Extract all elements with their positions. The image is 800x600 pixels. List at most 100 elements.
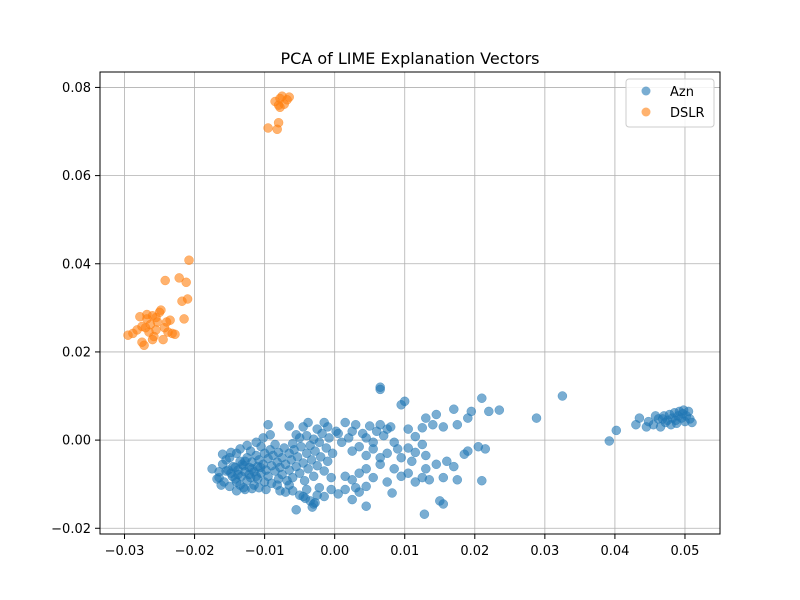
scatter-point-dslr [284, 92, 294, 102]
scatter-point-dslr [158, 334, 168, 345]
scatter-point-azn [438, 472, 449, 483]
scatter-point-azn [392, 444, 403, 454]
scatter-point-azn [261, 484, 271, 495]
scatter-point-azn [340, 471, 350, 482]
scatter-point-azn [382, 448, 392, 459]
scatter-point-azn [375, 382, 385, 392]
x-tick-label: 0.02 [460, 544, 489, 559]
y-tick-label: 0.08 [62, 81, 91, 96]
scatter-point-azn [368, 472, 378, 483]
scatter-point-dslr [147, 334, 158, 345]
scatter-point-azn [531, 413, 542, 423]
scatter-point-azn [291, 505, 301, 515]
scatter-point-azn [270, 439, 280, 450]
scatter-point-azn [484, 406, 494, 417]
scatter-point-azn [385, 422, 396, 432]
scatter-point-azn [410, 431, 421, 442]
scatter-point-azn [312, 460, 322, 471]
plot-frame [99, 71, 721, 535]
scatter-point-azn [466, 406, 477, 417]
scatter-point-azn [634, 413, 645, 423]
scatter-point-dslr [184, 255, 194, 265]
scatter-point-azn [308, 471, 319, 482]
x-tick-label: 0.04 [600, 544, 629, 559]
series-dslr [123, 91, 294, 351]
scatter-point-azn [340, 484, 350, 495]
scatter-point-azn [312, 424, 322, 434]
scatter-point-azn [389, 464, 399, 474]
scatter-point-dslr [165, 315, 175, 325]
scatter-point-dslr [137, 321, 147, 332]
scatter-point-azn [251, 471, 261, 482]
legend-label-dslr: DSLR [670, 106, 705, 121]
scatter-point-azn [419, 509, 430, 519]
scatter-point-azn [326, 472, 336, 483]
x-tick-label: 0.03 [530, 544, 559, 559]
scatter-point-azn [557, 391, 568, 401]
scatter-point-dslr [263, 123, 273, 133]
scatter-point-azn [438, 422, 449, 432]
scatter-point-azn [611, 425, 622, 436]
scatter-point-azn [321, 443, 332, 453]
scatter-point-azn [327, 448, 338, 459]
scatter-point-azn [263, 419, 273, 430]
data-points [123, 91, 697, 519]
scatter-point-azn [265, 430, 275, 440]
scatter-point-azn [275, 486, 285, 496]
scatter-point-azn [452, 475, 463, 485]
scatter-point-azn [303, 417, 313, 428]
scatter-point-azn [421, 413, 431, 423]
y-axis-ticks: −0.02 0.00 0.02 0.04 0.06 0.08 [51, 81, 100, 537]
scatter-point-azn [223, 465, 233, 475]
scatter-point-azn [291, 430, 301, 440]
scatter-point-azn [284, 421, 294, 431]
grid-lines [100, 72, 720, 534]
scatter-point-azn [340, 417, 350, 428]
y-tick-label: 0.00 [62, 434, 91, 449]
scatter-point-azn [375, 419, 385, 430]
scatter-point-azn [336, 437, 347, 448]
scatter-point-dslr [151, 325, 161, 335]
scatter-point-azn [403, 468, 413, 478]
scatter-point-azn [314, 437, 325, 448]
scatter-point-azn [382, 477, 392, 487]
x-tick-label: −0.02 [175, 544, 215, 559]
scatter-point-azn [431, 459, 442, 470]
scatter-point-azn [315, 452, 326, 462]
scatter-point-azn [294, 468, 305, 478]
scatter-point-azn [299, 475, 310, 486]
scatter-point-azn [452, 419, 463, 430]
x-tick-label: −0.01 [245, 544, 285, 559]
scatter-point-azn [477, 393, 487, 403]
scatter-point-azn [240, 456, 250, 467]
scatter-point-azn [326, 484, 336, 495]
x-tick-label: 0.00 [320, 544, 349, 559]
scatter-point-azn [671, 418, 682, 429]
scatter-point-azn [477, 475, 487, 486]
scatter-point-dslr [174, 273, 184, 283]
series-azn [207, 382, 697, 519]
scatter-point-azn [251, 437, 261, 448]
scatter-point-azn [449, 404, 459, 414]
y-tick-label: 0.06 [62, 169, 91, 184]
scatter-point-azn [424, 475, 435, 485]
x-tick-label: 0.01 [390, 544, 419, 559]
scatter-point-azn [303, 464, 313, 474]
scatter-point-azn [350, 419, 361, 430]
scatter-point-dslr [273, 117, 284, 128]
legend-label-azn: Azn [670, 85, 694, 100]
scatter-point-azn [350, 482, 361, 493]
scatter-point-azn [403, 424, 413, 434]
scatter-point-azn [421, 464, 431, 474]
scatter-point-azn [407, 456, 417, 467]
scatter-point-azn [300, 493, 311, 504]
scatter-point-azn [217, 449, 228, 459]
scatter-point-azn [226, 447, 236, 458]
scatter-point-azn [399, 396, 410, 407]
scatter-point-dslr [139, 340, 149, 351]
scatter-point-azn [361, 501, 371, 511]
scatter-point-azn [354, 441, 364, 452]
scatter-point-dslr [160, 275, 170, 286]
scatter-point-azn [368, 444, 378, 454]
scatter-point-azn [242, 440, 252, 451]
